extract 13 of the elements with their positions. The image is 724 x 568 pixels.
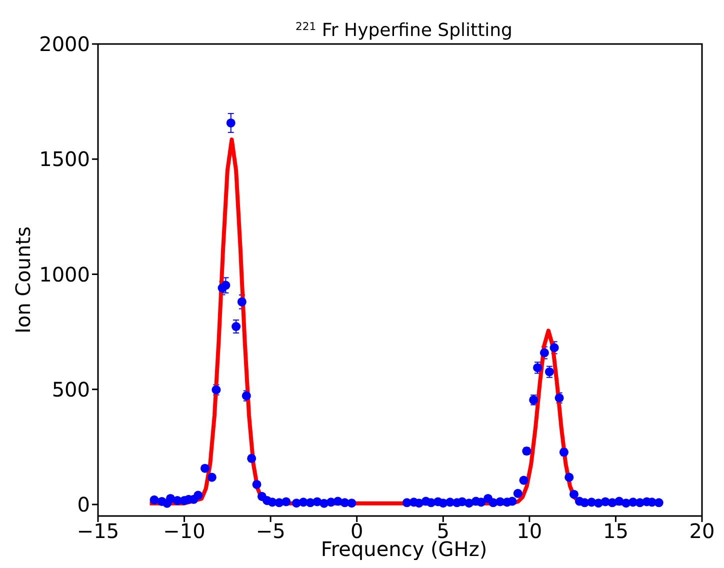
x-tick-label: 10	[516, 519, 542, 544]
y-tick-label: 1500	[39, 147, 90, 172]
x-tick-label: −10	[163, 519, 206, 544]
y-axis-title: Ion Counts	[11, 226, 35, 334]
y-tick-label: 1000	[39, 262, 90, 286]
x-tick-label: −5	[256, 519, 286, 544]
x-tick-label: −15	[76, 519, 120, 544]
y-tick-label: 500	[52, 377, 90, 402]
x-tick-label: 20	[689, 519, 715, 544]
y-tick-label: 2000	[39, 32, 90, 56]
x-tick-label: 15	[602, 519, 628, 544]
chart-title: $^{221}$ Fr Hyperfine Splitting	[296, 20, 512, 41]
y-tick-label: 0	[77, 492, 90, 517]
